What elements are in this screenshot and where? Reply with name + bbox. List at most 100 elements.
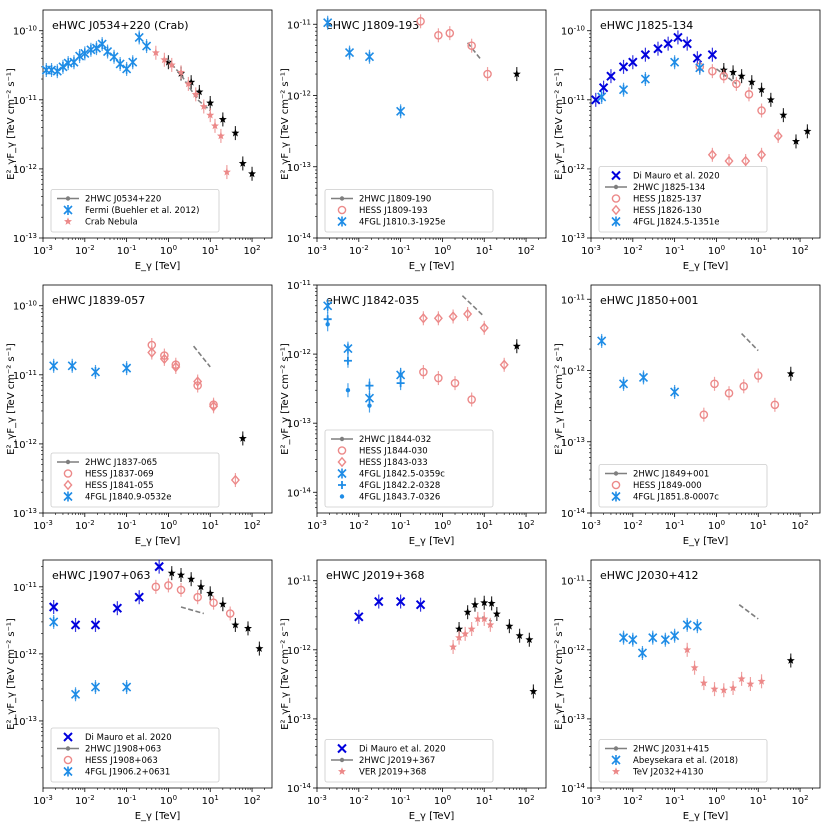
data-point bbox=[683, 645, 692, 654]
x-tick-exp: 0 bbox=[447, 519, 451, 527]
x-axis-label: E_γ [TeV] bbox=[135, 811, 181, 822]
data-point bbox=[467, 41, 476, 50]
x-tick-exp: -1 bbox=[403, 794, 410, 802]
data-point bbox=[49, 360, 59, 371]
x-tick-label: 101 bbox=[750, 794, 767, 807]
data-point bbox=[354, 612, 364, 622]
x-tick-exp: -2 bbox=[88, 244, 95, 252]
data-point bbox=[455, 624, 464, 633]
data-point bbox=[151, 48, 160, 57]
data-point bbox=[741, 155, 751, 167]
y-tick-exp: -12 bbox=[26, 648, 37, 656]
data-point bbox=[512, 69, 521, 78]
x-tick-exp: -2 bbox=[362, 519, 369, 527]
x-tick-exp: -3 bbox=[594, 244, 601, 252]
x-tick-exp: -3 bbox=[46, 794, 53, 802]
data-point bbox=[449, 642, 458, 651]
x-tick-exp: 1 bbox=[214, 519, 218, 527]
y-tick-label: 10-11 bbox=[287, 279, 311, 292]
x-tick-exp: 2 bbox=[804, 794, 808, 802]
data-point bbox=[52, 66, 62, 77]
legend-marker bbox=[63, 732, 73, 742]
x-tick-exp: -2 bbox=[88, 794, 95, 802]
panel-title: eHWC J1809-193 bbox=[326, 19, 419, 32]
legend-marker bbox=[337, 743, 347, 754]
x-tick-label: 10-3 bbox=[581, 244, 601, 257]
legend-entry: 2HWC J1825-134 bbox=[633, 183, 705, 193]
data-point bbox=[757, 85, 766, 94]
panel-title: eHWC J1825-134 bbox=[600, 19, 693, 32]
legend-entry: 4FGL J1810.3-1925e bbox=[359, 218, 446, 228]
data-point bbox=[744, 90, 754, 99]
x-tick-label: 102 bbox=[517, 794, 534, 807]
legend-entry: Di Mauro et al. 2020 bbox=[85, 733, 172, 743]
data-point bbox=[197, 582, 205, 591]
data-point bbox=[618, 62, 629, 72]
data-point bbox=[637, 647, 648, 658]
x-tick-exp: -3 bbox=[46, 519, 53, 527]
legend-marker bbox=[613, 184, 619, 190]
data-point bbox=[467, 395, 476, 404]
series-line bbox=[192, 345, 211, 368]
data-point bbox=[737, 72, 746, 80]
legend-entry: 4FGL J1842.2-0328 bbox=[359, 481, 440, 491]
legend-entry: Di Mauro et al. 2020 bbox=[359, 745, 446, 755]
data-point bbox=[434, 30, 443, 40]
x-tick-exp: -1 bbox=[677, 519, 684, 527]
data-point bbox=[70, 689, 81, 700]
y-axis-label: E²_γF_γ [TeV cm⁻² s⁻¹] bbox=[6, 618, 17, 730]
x-tick-label: 10-3 bbox=[581, 519, 601, 532]
data-point bbox=[244, 624, 252, 632]
y-tick-label: 10-10 bbox=[13, 300, 37, 313]
legend-entry: Di Mauro et al. 2020 bbox=[633, 172, 720, 182]
data-point bbox=[445, 28, 455, 38]
data-point bbox=[463, 308, 473, 320]
data-point bbox=[343, 356, 352, 365]
data-point bbox=[128, 57, 138, 68]
legend-marker bbox=[64, 217, 72, 225]
x-tick-label: 10-3 bbox=[33, 519, 53, 532]
x-tick-exp: 2 bbox=[804, 244, 808, 252]
y-tick-label: 10-11 bbox=[561, 575, 585, 588]
legend-marker bbox=[613, 746, 619, 751]
data-point bbox=[164, 581, 173, 590]
data-point bbox=[455, 633, 464, 641]
data-point bbox=[199, 102, 208, 110]
legend-box bbox=[50, 452, 220, 508]
legend-marker bbox=[63, 469, 73, 478]
data-point bbox=[757, 106, 766, 115]
y-tick-exp: -14 bbox=[300, 232, 312, 240]
data-point bbox=[419, 367, 428, 377]
data-point bbox=[467, 624, 476, 633]
data-point bbox=[90, 620, 101, 630]
y-tick-exp: -11 bbox=[300, 18, 311, 26]
data-point bbox=[147, 347, 157, 358]
data-point bbox=[729, 68, 738, 76]
data-point bbox=[682, 619, 692, 630]
data-point bbox=[628, 57, 638, 67]
x-tick-label: 100 bbox=[708, 794, 725, 807]
data-point bbox=[525, 635, 534, 644]
data-point bbox=[724, 155, 734, 167]
y-tick-exp: -13 bbox=[574, 232, 585, 240]
data-point bbox=[707, 49, 718, 60]
legend-marker bbox=[339, 494, 345, 499]
data-point bbox=[209, 598, 218, 607]
data-point bbox=[122, 363, 132, 374]
x-axis-label: E_γ [TeV] bbox=[409, 811, 455, 822]
legend-marker bbox=[65, 746, 71, 751]
data-point bbox=[193, 592, 202, 602]
x-tick-exp: -2 bbox=[362, 244, 369, 252]
data-point bbox=[231, 128, 240, 137]
data-point bbox=[492, 609, 501, 618]
data-point bbox=[167, 60, 176, 69]
x-tick-label: 10-1 bbox=[665, 519, 685, 532]
y-tick-exp: -10 bbox=[26, 300, 37, 308]
x-tick-exp: 1 bbox=[762, 244, 766, 252]
x-tick-exp: -2 bbox=[636, 244, 643, 252]
x-tick-label: 10-2 bbox=[75, 794, 95, 807]
legend-marker bbox=[611, 755, 621, 765]
legend-box bbox=[50, 189, 220, 233]
x-tick-exp: 1 bbox=[488, 519, 492, 527]
data-point bbox=[505, 622, 514, 630]
